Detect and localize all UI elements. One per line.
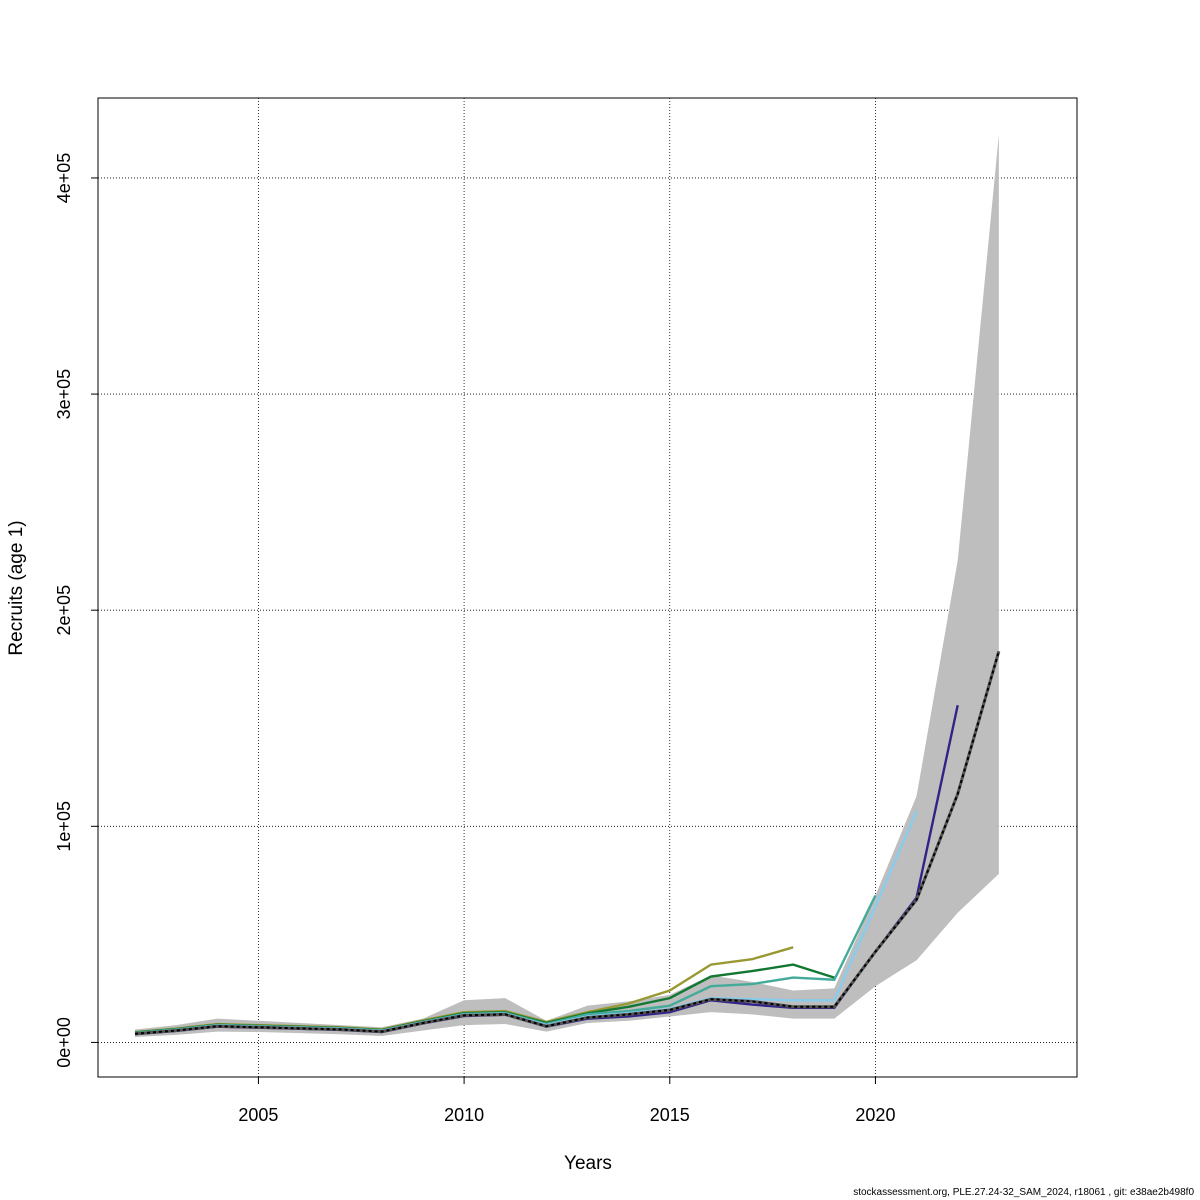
confidence-band (135, 134, 999, 1038)
x-tick-label: 2010 (444, 1105, 484, 1125)
plot-frame (97, 97, 1078, 1078)
y-axis: 0e+00 1e+05 2e+05 3e+05 4e+05 (54, 153, 98, 1068)
confidence-band-area (135, 134, 999, 1038)
y-tick-label: 4e+05 (54, 153, 74, 204)
series-lines (134, 650, 1001, 1036)
y-tick-label: 0e+00 (54, 1017, 74, 1068)
y-tick-label: 2e+05 (54, 585, 74, 636)
footer-source: stockassessment.org, PLE.27.24-32_SAM_20… (853, 1187, 1194, 1198)
series-line-2023 (134, 650, 1000, 1035)
x-tick-label: 2005 (238, 1105, 278, 1125)
grid-lines (98, 98, 1077, 1077)
x-tick-label: 2020 (855, 1105, 895, 1125)
y-tick-label: 1e+05 (54, 801, 74, 852)
y-tick-label: 3e+05 (54, 369, 74, 420)
series-line-2021 (134, 810, 918, 1035)
y-axis-label: Recruits (age 1) (6, 520, 27, 655)
x-axis: 2005 2010 2015 2020 (238, 1077, 895, 1125)
x-axis-label: Years (564, 1153, 612, 1174)
x-tick-label: 2015 (650, 1105, 690, 1125)
